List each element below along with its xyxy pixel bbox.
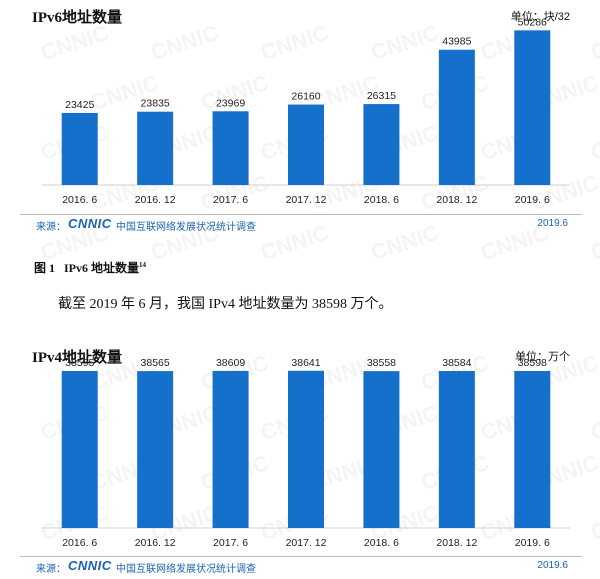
data-label: 38595 xyxy=(65,357,94,369)
ipv6-chart-panel: IPv6地址数量 单位：块/32 23425 2016. 6 23835 2016. … xyxy=(20,0,582,235)
bar xyxy=(363,104,400,185)
ipv4-chart-panel: IPv4地址数量 单位：万个 38595 2016. 6 38565 2016. 12… xyxy=(20,340,582,579)
x-tick-label: 2016. 6 xyxy=(62,194,97,206)
data-label: 23969 xyxy=(216,97,245,109)
bar xyxy=(438,49,475,186)
ipv4-chart-title: IPv4地址数量 xyxy=(32,350,123,366)
watermark-text: CNNIC xyxy=(588,20,600,66)
x-tick-label: 2018. 6 xyxy=(364,194,399,206)
bar xyxy=(212,370,249,528)
bar xyxy=(137,111,174,185)
x-tick-label: 2017. 6 xyxy=(213,194,248,206)
bar xyxy=(288,370,324,528)
x-tick-label: 2018. 12 xyxy=(436,537,477,549)
x-tick-label: 2018. 12 xyxy=(436,194,477,206)
cnnic-logo: CNNIC xyxy=(68,216,112,231)
x-tick-label: 2016. 12 xyxy=(135,537,176,549)
caption-label: 图 1 xyxy=(34,261,56,275)
ipv6-source-row: 来源： CNNIC 中国互联网络发展状况统计调查 2019.6 xyxy=(20,214,582,233)
bar xyxy=(438,371,475,528)
watermark-text: CNNIC xyxy=(588,220,600,266)
bar xyxy=(137,371,174,528)
data-label: 43985 xyxy=(442,36,471,48)
bar xyxy=(61,112,98,185)
ipv4-source-row: 来源： CNNIC 中国互联网络发展状况统计调查 2019.6 xyxy=(20,556,582,575)
bar xyxy=(514,370,551,528)
source-org: 中国互联网络发展状况统计调查 xyxy=(116,564,256,575)
source-label: 来源： xyxy=(36,564,66,575)
caption-text: IPv6 地址数量 xyxy=(64,261,140,275)
x-tick-label: 2019. 6 xyxy=(515,194,550,206)
data-label: 38641 xyxy=(291,357,320,369)
body-paragraph: 截至 2019 年 6 月，我国 IPv4 地址数量为 38598 万个。 xyxy=(58,297,393,312)
data-label: 38609 xyxy=(216,357,245,369)
ipv6-chart-unit: 单位：块/32 xyxy=(510,11,570,23)
data-label: 23835 xyxy=(141,98,170,110)
cnnic-logo: CNNIC xyxy=(68,558,112,573)
data-label: 38598 xyxy=(518,357,547,369)
watermark-text: CNNIC xyxy=(588,120,600,166)
source-label: 来源： xyxy=(36,222,66,233)
x-tick-label: 2019. 6 xyxy=(515,537,550,549)
data-label: 38558 xyxy=(367,357,396,369)
x-tick-label: 2016. 6 xyxy=(62,537,97,549)
source-date: 2019.6 xyxy=(537,560,568,571)
bar xyxy=(288,104,324,185)
bar xyxy=(514,30,551,185)
data-label: 38584 xyxy=(442,357,471,369)
x-tick-label: 2016. 12 xyxy=(135,194,176,206)
data-label: 23425 xyxy=(65,99,94,111)
watermark-text: CNNIC xyxy=(588,400,600,446)
data-label: 26160 xyxy=(291,91,320,103)
source-org: 中国互联网络发展状况统计调查 xyxy=(116,222,256,233)
x-tick-label: 2017. 12 xyxy=(286,194,327,206)
data-label: 50286 xyxy=(518,16,547,28)
ipv4-bar-chart: 38595 2016. 6 38565 2016. 12 38609 2017. 6 386… xyxy=(42,357,570,549)
data-label: 26315 xyxy=(367,90,396,102)
bar xyxy=(61,370,98,528)
x-tick-label: 2018. 6 xyxy=(364,537,399,549)
ipv6-bar-chart: 23425 2016. 6 23835 2016. 12 23969 2017. 6 261… xyxy=(42,16,570,206)
caption-footnote: 14 xyxy=(139,261,147,269)
x-tick-label: 2017. 6 xyxy=(213,537,248,549)
data-label: 38565 xyxy=(141,357,170,369)
x-tick-label: 2017. 12 xyxy=(286,537,327,549)
source-date: 2019.6 xyxy=(537,218,568,229)
watermark-text: CNNIC xyxy=(588,500,600,546)
ipv6-chart-title: IPv6地址数量 xyxy=(32,10,123,26)
figure-caption: 图 1 IPv6 地址数量14 xyxy=(34,259,146,276)
ipv4-chart-unit: 单位：万个 xyxy=(515,351,570,363)
bar xyxy=(212,111,249,185)
bar xyxy=(363,371,400,528)
